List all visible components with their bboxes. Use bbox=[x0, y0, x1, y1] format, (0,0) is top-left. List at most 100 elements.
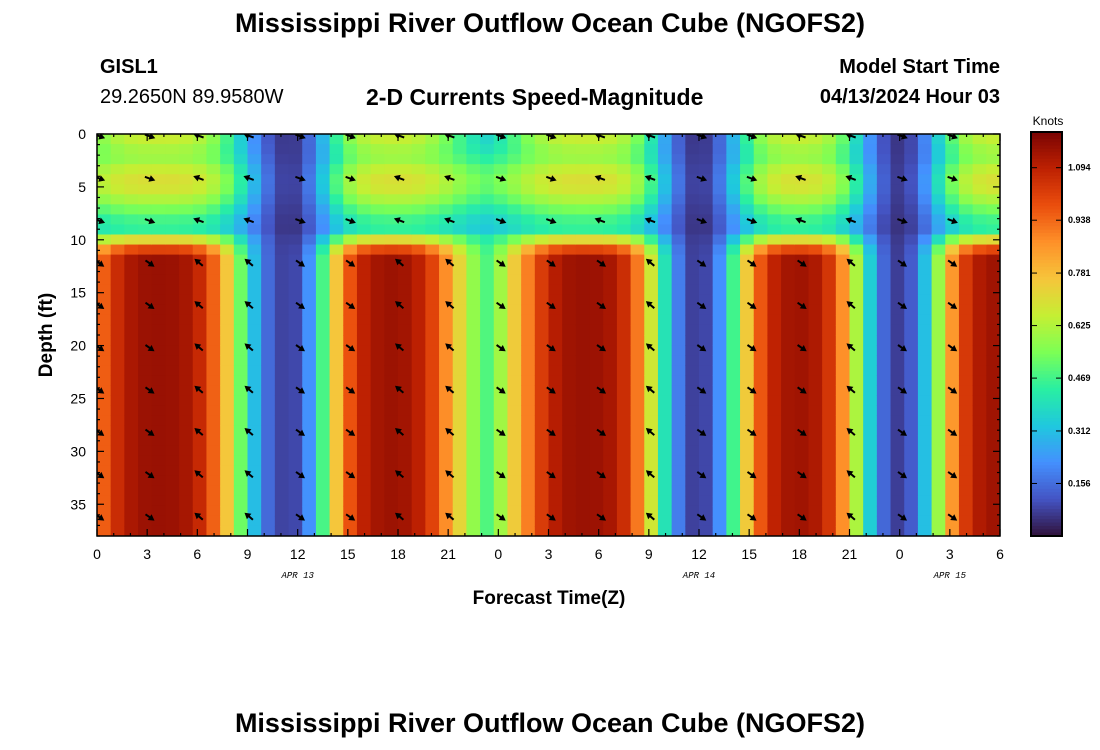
heatmap-cell bbox=[767, 345, 782, 356]
heatmap-cell bbox=[356, 274, 372, 286]
heatmap-cell bbox=[603, 144, 618, 155]
heatmap-cell bbox=[110, 324, 125, 336]
heatmap-cell bbox=[712, 405, 727, 416]
heatmap-cell bbox=[466, 385, 481, 396]
heatmap-cell bbox=[699, 234, 714, 246]
current-arrow bbox=[546, 471, 556, 479]
heatmap-cell bbox=[986, 264, 1000, 276]
heatmap-cell bbox=[644, 324, 659, 336]
heatmap-cell bbox=[808, 254, 823, 266]
heatmap-cell bbox=[411, 385, 426, 396]
heatmap-cell bbox=[890, 204, 905, 215]
heatmap-cell bbox=[589, 455, 604, 467]
heatmap-cell bbox=[521, 294, 536, 306]
heatmap-cell bbox=[589, 274, 604, 286]
heatmap-cell bbox=[753, 184, 769, 195]
heatmap-cell bbox=[233, 465, 249, 477]
colorbar-segment bbox=[1031, 158, 1062, 163]
footer-title: Mississippi River Outflow Ocean Cube (NG… bbox=[234, 708, 866, 738]
heatmap-cell bbox=[589, 264, 604, 276]
heatmap-cell bbox=[917, 234, 933, 246]
heatmap-cell bbox=[411, 375, 426, 386]
heatmap-cell bbox=[972, 214, 987, 226]
heatmap-cell bbox=[685, 395, 700, 406]
heatmap-cell bbox=[507, 144, 522, 155]
current-arrow bbox=[645, 301, 655, 309]
heatmap-cell bbox=[616, 294, 632, 306]
axis-ticks bbox=[96, 133, 1001, 537]
heatmap-cell bbox=[356, 164, 372, 175]
heatmap-cell bbox=[822, 154, 837, 165]
heatmap-cell bbox=[945, 144, 960, 155]
heatmap-cell bbox=[644, 314, 659, 326]
heatmap-cell bbox=[329, 214, 344, 226]
heatmap-cell bbox=[247, 154, 262, 165]
heatmap-cell bbox=[274, 254, 290, 266]
heatmap-cell bbox=[822, 525, 837, 536]
heatmap-cell bbox=[288, 134, 303, 145]
heatmap-cell bbox=[822, 264, 837, 276]
heatmap-cell bbox=[794, 425, 810, 437]
heatmap-cell bbox=[548, 375, 563, 386]
current-arrow bbox=[194, 512, 204, 521]
heatmap-cell bbox=[480, 144, 495, 155]
colorbar-segment bbox=[1031, 286, 1062, 291]
heatmap-cell bbox=[124, 284, 139, 296]
heatmap-cell bbox=[192, 244, 208, 256]
heatmap-cell bbox=[863, 154, 878, 165]
heatmap-cell bbox=[740, 395, 755, 406]
heatmap-cell bbox=[206, 314, 221, 326]
heatmap-cell bbox=[699, 445, 714, 457]
heatmap-cell bbox=[370, 475, 385, 487]
heatmap-cell bbox=[726, 304, 741, 316]
heatmap-cell bbox=[110, 164, 125, 175]
heatmap-cell bbox=[165, 505, 180, 517]
heatmap-cell bbox=[439, 274, 454, 286]
heatmap-cell bbox=[151, 425, 167, 437]
heatmap-cell bbox=[972, 495, 987, 507]
heatmap-cell bbox=[370, 224, 385, 236]
heatmap-cell bbox=[466, 425, 481, 437]
colorbar-segment bbox=[1031, 360, 1062, 365]
heatmap-cell bbox=[233, 154, 249, 165]
heatmap-cell bbox=[247, 134, 262, 145]
heatmap-cell bbox=[958, 435, 974, 447]
heatmap-cell bbox=[835, 425, 851, 437]
heatmap-cell bbox=[931, 455, 946, 467]
heatmap-cell bbox=[480, 214, 495, 226]
heatmap-cell bbox=[575, 194, 591, 205]
heatmap-cell bbox=[781, 465, 796, 477]
colorbar-segment bbox=[1031, 192, 1062, 197]
heatmap-cell bbox=[986, 505, 1000, 517]
heatmap-cell bbox=[329, 375, 344, 386]
heatmap-cell bbox=[808, 425, 823, 437]
heatmap-cell bbox=[917, 415, 933, 427]
heatmap-cell bbox=[302, 264, 317, 276]
heatmap-cell bbox=[822, 495, 837, 507]
heatmap-cell bbox=[767, 365, 782, 376]
heatmap-cell bbox=[521, 244, 536, 256]
heatmap-cell bbox=[370, 314, 385, 326]
heatmap-cell bbox=[890, 455, 905, 467]
heatmap-cell bbox=[220, 304, 235, 316]
heatmap-cell bbox=[904, 164, 919, 175]
heatmap-cell bbox=[589, 134, 604, 145]
heatmap-cell bbox=[179, 234, 194, 246]
heatmap-cell bbox=[274, 495, 290, 507]
heatmap-cell bbox=[835, 244, 851, 256]
heatmap-cell bbox=[972, 485, 987, 497]
heatmap-cell bbox=[616, 274, 632, 286]
heatmap-cell bbox=[972, 234, 987, 246]
current-arrow bbox=[645, 258, 655, 267]
heatmap-cell bbox=[521, 154, 536, 165]
heatmap-cell bbox=[849, 435, 864, 447]
heatmap-cell bbox=[644, 395, 659, 406]
heatmap-cell bbox=[753, 455, 769, 467]
heatmap-cell bbox=[917, 284, 933, 296]
heatmap-cell bbox=[575, 254, 591, 266]
heatmap-cell bbox=[261, 294, 276, 306]
heatmap-cell bbox=[329, 244, 344, 256]
heatmap-cell bbox=[958, 144, 974, 155]
heatmap-cell bbox=[917, 395, 933, 406]
heatmap-cell bbox=[493, 214, 509, 226]
